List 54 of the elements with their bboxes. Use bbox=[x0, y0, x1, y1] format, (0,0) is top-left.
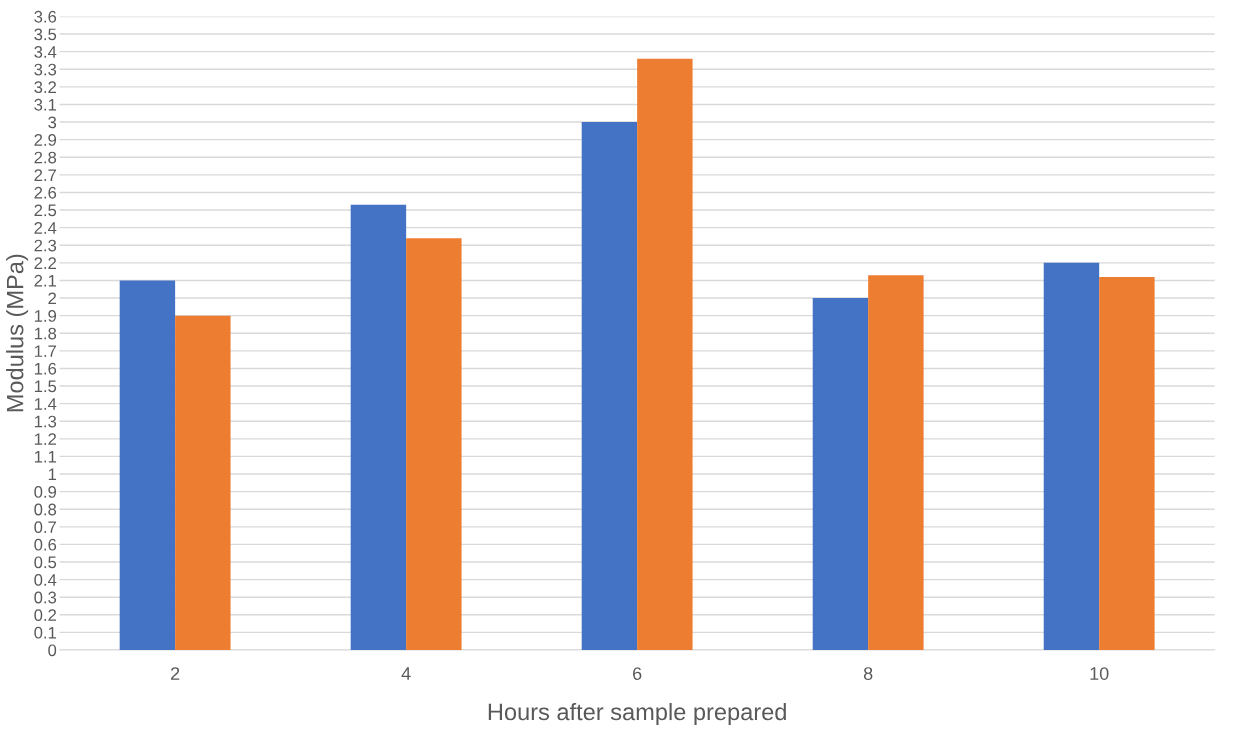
bar bbox=[406, 238, 462, 651]
bar bbox=[637, 58, 693, 651]
x-tick-label: 2 bbox=[171, 667, 180, 680]
y-tick-label: 0.4 bbox=[34, 574, 57, 586]
y-tick-label: 3.4 bbox=[34, 46, 57, 58]
y-tick-label: 0.7 bbox=[34, 521, 56, 534]
x-tick-label: 10 bbox=[1090, 667, 1109, 680]
y-tick-label: 2.3 bbox=[34, 239, 57, 252]
y-tick-label: 2 bbox=[48, 292, 56, 305]
y-tick-label: 0.3 bbox=[34, 591, 57, 604]
y-tick-label: 2.1 bbox=[34, 274, 57, 287]
y-tick-label: 2.4 bbox=[34, 222, 57, 234]
y-tick-label: 0.8 bbox=[34, 503, 57, 516]
y-tick-label: 2.9 bbox=[34, 134, 57, 146]
x-tick-label: 8 bbox=[863, 667, 873, 680]
y-tick-label: 3.2 bbox=[34, 81, 56, 94]
y-tick-label: 1.4 bbox=[34, 398, 57, 410]
y-tick-label: 3 bbox=[48, 116, 57, 129]
bar bbox=[350, 204, 407, 651]
y-tick-label: 3.6 bbox=[34, 10, 57, 23]
bar bbox=[1099, 276, 1155, 651]
y-tick-label: 2.7 bbox=[34, 169, 56, 181]
y-tick-label: 3.1 bbox=[34, 98, 57, 111]
y-tick-label: 1.9 bbox=[34, 310, 57, 322]
bar bbox=[868, 275, 924, 651]
y-tick-label: 0.2 bbox=[34, 609, 56, 622]
y-tick-label: 0.1 bbox=[34, 626, 57, 639]
y-tick-label: 2.8 bbox=[34, 151, 57, 164]
y-tick-label: 3.5 bbox=[34, 28, 57, 41]
y-tick-label: 1.6 bbox=[34, 362, 57, 375]
bar bbox=[581, 122, 638, 651]
bar bbox=[812, 298, 869, 651]
y-tick-label: 1.7 bbox=[34, 345, 56, 357]
y-axis-title: Modulus (MPa) bbox=[6, 254, 29, 412]
y-tick-label: 1.2 bbox=[34, 433, 56, 445]
y-tick-label: 0.6 bbox=[34, 538, 57, 551]
y-tick-label: 3.3 bbox=[34, 63, 57, 76]
y-tick-label: 1.5 bbox=[34, 380, 57, 393]
bar bbox=[1043, 262, 1100, 651]
y-tick-label: 0.5 bbox=[34, 556, 57, 569]
y-tick-label: 1 bbox=[48, 468, 57, 481]
bar bbox=[175, 315, 231, 651]
y-tick-label: 2.6 bbox=[34, 186, 57, 199]
y-tick-label: 2.2 bbox=[34, 257, 56, 269]
x-axis-title: Hours after sample prepared bbox=[488, 702, 786, 725]
bar bbox=[119, 280, 176, 651]
y-tick-label: 1.8 bbox=[34, 327, 57, 340]
y-tick-label: 0 bbox=[48, 644, 57, 657]
y-tick-label: 2.5 bbox=[34, 204, 57, 217]
y-tick-label: 1.1 bbox=[34, 451, 57, 463]
y-tick-label: 0.9 bbox=[34, 486, 57, 498]
y-tick-label: 1.3 bbox=[34, 415, 57, 428]
x-tick-label: 6 bbox=[633, 667, 642, 680]
x-tick-label: 4 bbox=[401, 667, 411, 680]
